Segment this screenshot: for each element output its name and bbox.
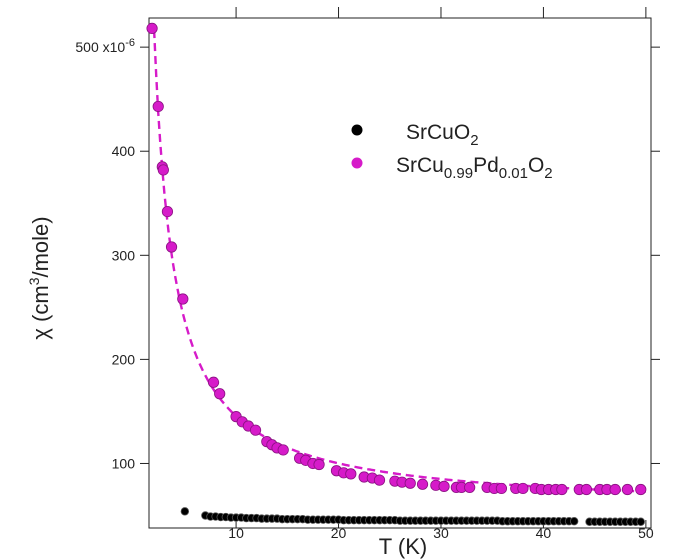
data-point (165, 241, 178, 253)
x-tick-label: 30 (433, 525, 449, 541)
y-axis-title: χ (cm3/mole) (26, 216, 53, 339)
data-point (177, 293, 189, 305)
legend-text-part: Pd (473, 154, 499, 177)
series-0 (180, 507, 645, 526)
legend: SrCuO2 SrCu0.99Pd0.01O2 (351, 121, 553, 182)
legend-text-part: SrCuO (406, 121, 470, 144)
series-1 (146, 22, 647, 496)
data-point (214, 388, 226, 400)
data-point (636, 517, 645, 526)
legend-subscript: 0.01 (499, 165, 528, 182)
data-point (146, 22, 158, 35)
data-point (180, 507, 190, 516)
y-tick-label: 500 x10-6 (75, 37, 135, 55)
y-tick-label: 200 (112, 351, 136, 367)
legend-subscript: 2 (544, 165, 552, 182)
y-tick-label: 100 (112, 455, 136, 471)
data-point (621, 483, 634, 496)
legend-marker-srcuo2 (351, 124, 363, 136)
data-point (152, 100, 164, 113)
x-tick-label: 20 (331, 525, 347, 541)
data-series-layer (146, 22, 647, 526)
data-point (404, 477, 416, 489)
legend-text-part: O (528, 154, 544, 177)
data-point (569, 517, 579, 526)
axes: 10 20 30 40 50 100 200 300 400 500 x10-6 (75, 7, 660, 541)
y-multiplier-exponent: -6 (125, 37, 135, 49)
data-point (609, 483, 621, 496)
data-point (438, 480, 450, 492)
legend-label-srcu-pd-o2: SrCu0.99Pd0.01O2 (396, 154, 553, 182)
legend-subscript: 2 (470, 132, 478, 149)
legend-subscript: 0.99 (444, 165, 473, 182)
plot-frame (148, 17, 652, 529)
y-axis-title-tail: /mole) (28, 216, 53, 277)
legend-label-srcuo2: SrCuO2 (406, 121, 479, 149)
data-point (517, 482, 529, 495)
data-point (635, 483, 647, 496)
data-point (464, 481, 476, 494)
y-tick-label: 400 (112, 143, 136, 159)
x-tick-label: 50 (638, 525, 654, 541)
data-point (495, 482, 508, 495)
data-point (373, 474, 386, 486)
data-point (161, 205, 174, 218)
x-tick-label: 40 (536, 525, 552, 541)
data-point (313, 458, 325, 471)
y-axis-title-main: χ (cm (28, 285, 53, 339)
x-tick-label: 10 (228, 525, 244, 541)
data-point (345, 468, 357, 480)
legend-marker-srcu-pd-o2 (351, 157, 363, 169)
data-point (249, 424, 262, 436)
y-tick-label: 300 (112, 247, 136, 263)
legend-text-part: SrCu (396, 154, 444, 177)
x-axis-title: T (K) (379, 534, 427, 559)
data-point (580, 483, 593, 496)
data-point (416, 478, 429, 490)
y-axis-title-sup: 3 (26, 277, 42, 285)
data-point (207, 376, 220, 388)
data-point (157, 164, 169, 176)
data-point (277, 444, 289, 456)
data-point (556, 483, 568, 496)
